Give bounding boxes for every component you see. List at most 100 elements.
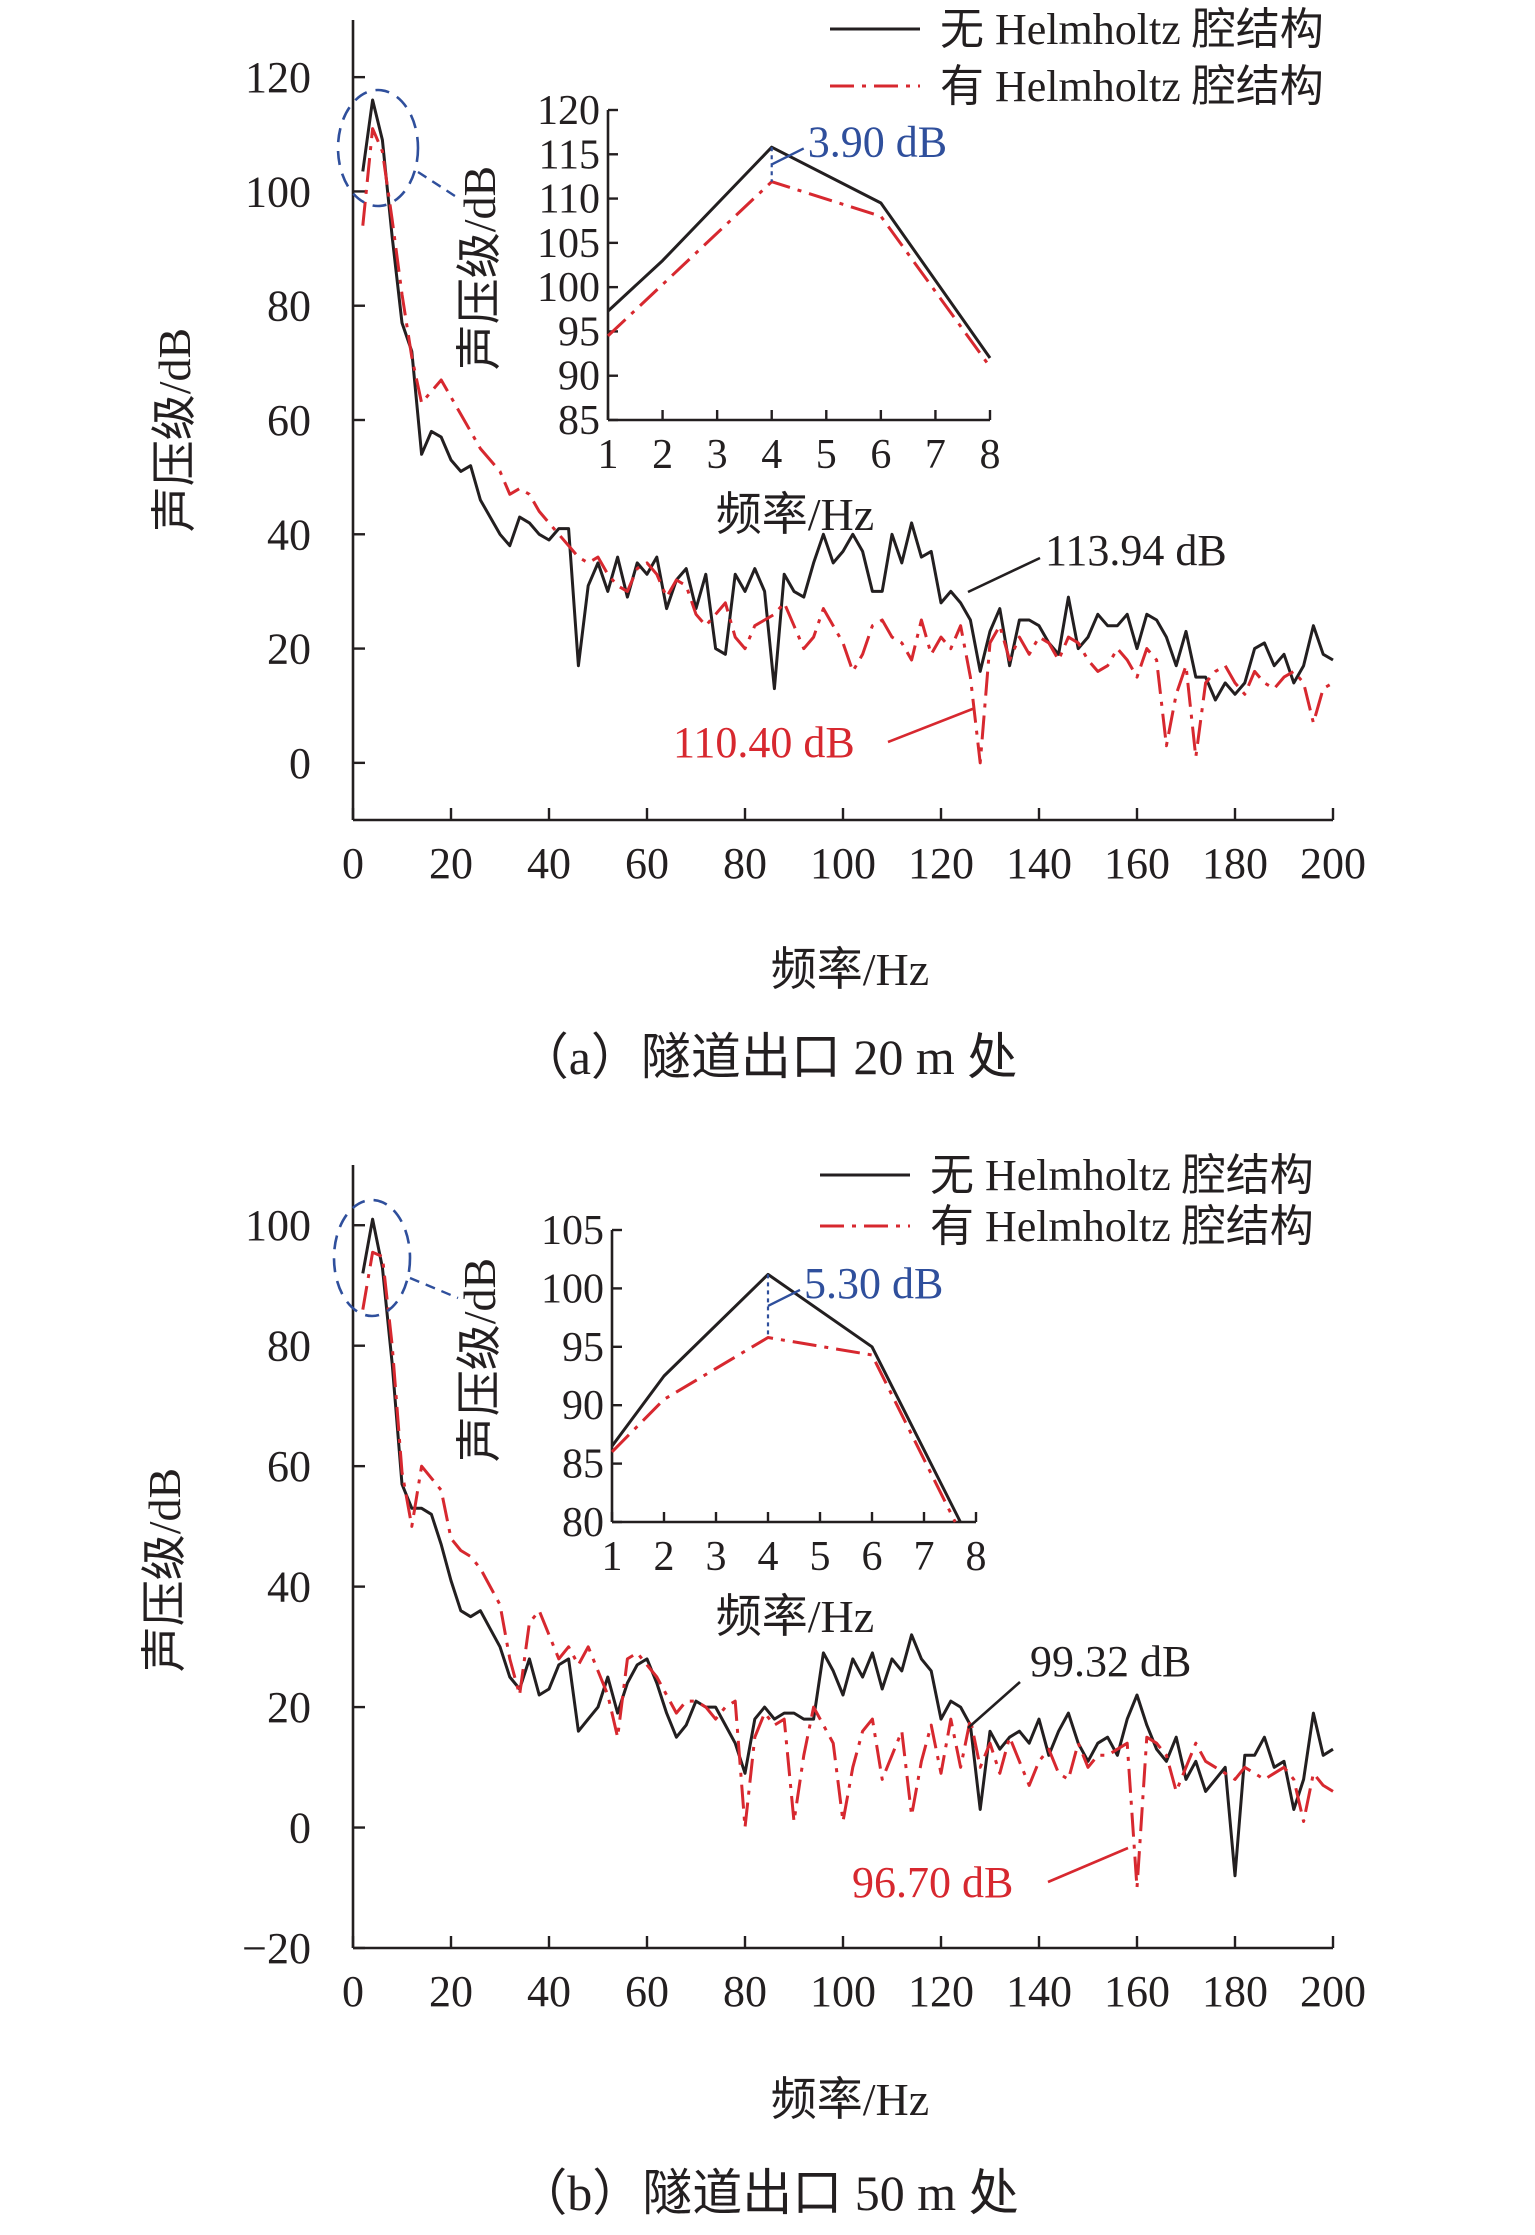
panel-a-inset-difference-label: 3.90 dB [808,117,947,166]
panel-b-solid-annotation-leader [967,1681,1021,1729]
panel-b-dashed-annotation-leader [1047,1846,1129,1884]
panel-a-x-tick-label: 0 [342,839,364,888]
panel-b-x-tick-label: 140 [1006,1967,1072,2016]
panel-a-inset-y-tick-label: 120 [537,88,600,134]
panel-b-inset-x-tick-label: 1 [602,1534,623,1580]
panel-a-x-tick-label: 200 [1300,839,1366,888]
panel-a-inset-x-tick-label: 1 [598,432,619,478]
panel-b-inset-x-tick-label: 6 [862,1534,883,1580]
panel-a-inset-x-tick-label: 4 [761,432,782,478]
panel-a-x-tick-label: 100 [810,839,876,888]
panel-a-highlight-connector [417,170,456,198]
panel-b-x-tick-label: 160 [1104,1967,1170,2016]
panel-a-x-tick-label: 160 [1104,839,1170,888]
panel-b-y-tick-label: 0 [289,1804,311,1853]
panel-a-y-tick-label: 20 [267,625,311,674]
panel-b-y-tick-label: 100 [245,1201,311,1250]
panel-a-x-tick-label: 20 [429,839,473,888]
panel-a-x-tick-label: 60 [625,839,669,888]
panel-a-inset-y-tick-label: 110 [539,177,600,223]
panel-a-inset-y-tick-label: 100 [537,265,600,311]
panel-a-inset-x-tick-label: 7 [925,432,946,478]
panel-a-inset-x-tick-label: 3 [707,432,728,478]
panel-a-y-tick-label: 40 [267,510,311,559]
panel-a-inset-ylabel: 声压级/dB [454,166,505,370]
panel-a-inset-x-tick-label: 2 [652,432,673,478]
panel-a-inset-difference-leader [771,147,805,166]
panel-b-solid-annotation: 99.32 dB [1030,1637,1191,1686]
panel-a-inset-y-tick-label: 95 [558,309,600,355]
panel-a-dashed-annotation: 110.40 dB [673,718,855,767]
panel-b-highlight-connector [409,1276,459,1300]
panel-a-peak-highlight [336,88,420,208]
panel-a-solid-annotation-leader [967,556,1041,594]
panel-a-inset-y-tick-label: 115 [539,132,600,178]
panel-b-x-tick-label: 80 [723,1967,767,2016]
panel-a-solid-annotation: 113.94 dB [1045,526,1227,575]
panel-a-dashed-annotation-leader [887,706,976,744]
panel-b-inset-x-tick-label: 5 [810,1534,831,1580]
panel-a-y-tick-label: 100 [245,167,311,216]
panel-a-x-tick-label: 180 [1202,839,1268,888]
panel-a-y-tick-label: 80 [267,282,311,331]
panel-a-series-with-cavity [361,127,1334,765]
panel-b-inset-x-tick-label: 2 [654,1534,675,1580]
panel-a-inset-xlabel: 频率/Hz [716,489,874,540]
panel-b-inset-difference-leader [767,1288,801,1307]
panel-a-series-without-cavity [361,98,1334,702]
panel-b-dashed-annotation: 96.70 dB [852,1858,1013,1907]
panel-a-inset-y-tick-label: 105 [537,221,600,267]
panel-a-inset-x-tick-label: 5 [816,432,837,478]
panel-b-x-tick-label: 200 [1300,1967,1366,2016]
panel-b-inset-y-tick-label: 85 [562,1442,604,1488]
panel-a-y-tick-label: 0 [289,739,311,788]
panel-a-y-tick-label: 60 [267,396,311,445]
panel-b-inset-difference-label: 5.30 dB [804,1259,943,1308]
panel-a-x-tick-label: 40 [527,839,571,888]
panel-b-series-with-cavity [361,1250,1334,1890]
panel-b-x-tick-label: 100 [810,1967,876,2016]
panel-b-inset-y-tick-label: 105 [541,1208,604,1254]
panel-a-x-tick-label: 140 [1006,839,1072,888]
panel-b-y-tick-label: 20 [267,1683,311,1732]
panel-b-y-tick-label: 60 [267,1442,311,1491]
panel-a-xlabel: 频率/Hz [771,944,929,995]
panel-b-series-without-cavity [361,1217,1334,1878]
panel-a-x-tick-label: 120 [908,839,974,888]
panel-b-x-tick-label: 40 [527,1967,571,2016]
panel-b-inset-y-tick-label: 80 [562,1500,604,1546]
panel-b-inset-y-tick-label: 90 [562,1383,604,1429]
panel-a-x-tick-label: 80 [723,839,767,888]
panel-a-inset-series-with-cavity [606,180,992,368]
panel-b-peak-highlight [332,1198,412,1318]
legend-dashed-label: 有 Helmholtz 腔结构 [940,62,1324,111]
panel-b-inset-ylabel: 声压级/dB [454,1258,505,1462]
panel-b-inset-x-tick-label: 8 [966,1534,987,1580]
panel-b-inset-x-tick-label: 3 [706,1534,727,1580]
panel-b-inset-x-tick-label: 4 [758,1534,779,1580]
panel-b-inset-series-with-cavity [610,1336,957,1523]
panel-b-ylabel: 声压级/dB [139,1468,190,1672]
panel-a-inset-y-tick-label: 85 [558,398,600,444]
panel-b-caption: （b）隧道出口 50 m 处 [517,2165,1018,2221]
panel-a-inset-y-tick-label: 90 [558,354,600,400]
panel-a-inset-x-tick-label: 8 [980,432,1001,478]
panel-b-inset-x-tick-label: 7 [914,1534,935,1580]
panel-b-x-tick-label: 0 [342,1967,364,2016]
legend-b-solid-label: 无 Helmholtz 腔结构 [930,1151,1314,1200]
panel-b-inset: 80 85 90 95 100 105 1 2 3 4 5 6 7 8 5.30 dB [541,1208,987,1580]
panel-b-inset-y-tick-label: 95 [562,1325,604,1371]
panel-a-y-tick-label: 120 [245,53,311,102]
panel-b-x-tick-label: 20 [429,1967,473,2016]
legend-solid-label: 无 Helmholtz 腔结构 [940,5,1324,54]
panel-a-ylabel: 声压级/dB [149,328,200,532]
panel-b-x-tick-label: 120 [908,1967,974,2016]
panel-b-x-tick-label: 60 [625,1967,669,2016]
panel-b-y-tick-label: 40 [267,1563,311,1612]
